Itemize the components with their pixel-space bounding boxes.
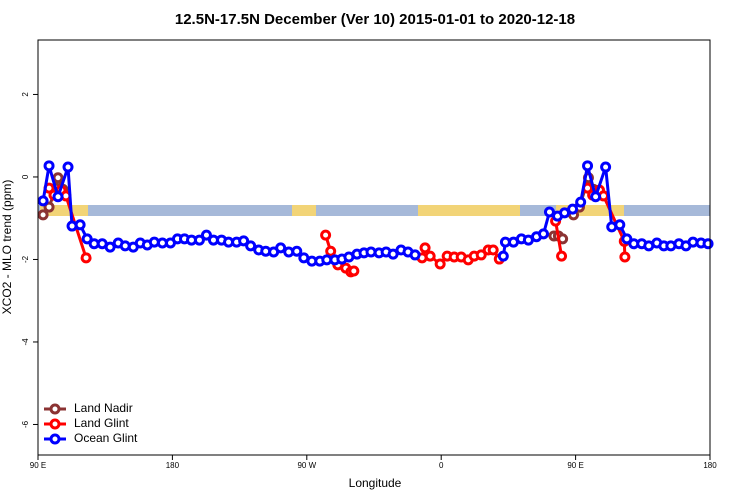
data-point <box>575 196 587 208</box>
x-tick-label: 180 <box>166 461 180 470</box>
x-tick-label: 90 E <box>567 461 583 470</box>
plot-marks <box>37 160 714 278</box>
data-point <box>52 172 64 184</box>
legend-marker <box>49 433 61 445</box>
data-point <box>200 229 212 241</box>
data-point <box>475 249 487 261</box>
data-point <box>434 258 446 270</box>
land-mask-strip <box>38 205 710 216</box>
x-tick-label: 90 W <box>297 461 316 470</box>
data-point <box>62 161 74 173</box>
data-point <box>238 235 250 247</box>
data-point <box>193 234 205 246</box>
data-point <box>619 251 631 263</box>
y-axis-label: XCO2 - MLO trend (ppm) <box>0 180 14 315</box>
legend-label: Ocean Glint <box>74 431 138 445</box>
data-point <box>43 201 55 213</box>
y-tick-label: 0 <box>21 174 30 179</box>
y-tick-label: 2 <box>21 92 30 97</box>
ocean-strip <box>38 205 710 216</box>
x-tick-label: 0 <box>439 461 444 470</box>
data-point <box>104 241 116 253</box>
plot-frame <box>37 39 711 456</box>
data-point <box>74 219 86 231</box>
data-point <box>37 195 49 207</box>
data-point <box>702 238 714 250</box>
land-segment <box>418 205 520 216</box>
data-point <box>419 242 431 254</box>
data-point <box>291 245 303 257</box>
data-point <box>424 250 436 262</box>
data-point <box>52 191 64 203</box>
data-point <box>614 219 626 231</box>
y-tick-label: -4 <box>21 338 30 346</box>
legend-label: Land Nadir <box>74 401 133 415</box>
data-point <box>590 191 602 203</box>
data-point <box>275 242 287 254</box>
data-point <box>621 233 633 245</box>
land-segment <box>292 205 316 216</box>
data-point <box>80 252 92 264</box>
data-point <box>43 160 55 172</box>
y-tick-label: -6 <box>21 420 30 428</box>
data-point <box>387 248 399 260</box>
chart-title: 12.5N-17.5N December (Ver 10) 2015-01-01… <box>175 11 575 28</box>
x-tick-label: 180 <box>703 461 717 470</box>
y-tick-label: -2 <box>21 255 30 263</box>
data-point <box>409 249 421 261</box>
x-axis-label: Longitude <box>349 476 402 490</box>
data-point <box>320 229 332 241</box>
land-segment <box>556 205 624 216</box>
data-point <box>543 206 555 218</box>
data-point <box>537 228 549 240</box>
x-tick-label: 90 E <box>30 461 46 470</box>
data-point <box>81 233 93 245</box>
land-segment <box>40 205 88 216</box>
data-point <box>497 250 509 262</box>
legend-label: Land Glint <box>74 416 129 430</box>
data-point <box>325 245 337 257</box>
data-point <box>559 207 571 219</box>
data-point <box>582 160 594 172</box>
legend-marker <box>49 403 61 415</box>
data-point <box>245 240 257 252</box>
data-point <box>600 161 612 173</box>
legend-marker <box>49 418 61 430</box>
series-line <box>554 220 564 257</box>
data-point <box>556 250 568 262</box>
data-point <box>37 209 49 221</box>
data-point <box>567 203 579 215</box>
data-point <box>487 244 499 256</box>
data-point <box>348 265 360 277</box>
